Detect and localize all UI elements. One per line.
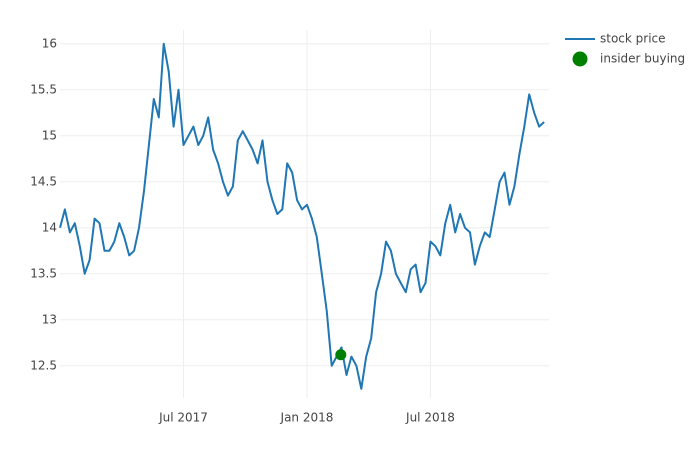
y-tick-label: 15 (42, 128, 57, 142)
price-line (59, 42, 545, 390)
y-tick-label: 13 (42, 312, 57, 326)
x-tick-label: Jan 2018 (280, 411, 334, 425)
x-tick-label: Jul 2017 (158, 411, 208, 425)
legend-label: stock price (600, 32, 666, 46)
y-tick-label: 14.5 (30, 174, 57, 188)
y-tick-label: 13.5 (30, 266, 57, 280)
legend-symbol (572, 51, 588, 67)
insider-marker (335, 349, 347, 361)
y-tick-label: 16 (42, 36, 57, 50)
y-tick-label: 14 (42, 220, 57, 234)
y-tick-label: 12.5 (30, 358, 57, 372)
y-tick-label: 15.5 (30, 82, 57, 96)
legend: stock price insider buying (565, 32, 685, 67)
x-tick-label: Jul 2018 (405, 411, 455, 425)
legend-label: insider buying (600, 52, 685, 66)
